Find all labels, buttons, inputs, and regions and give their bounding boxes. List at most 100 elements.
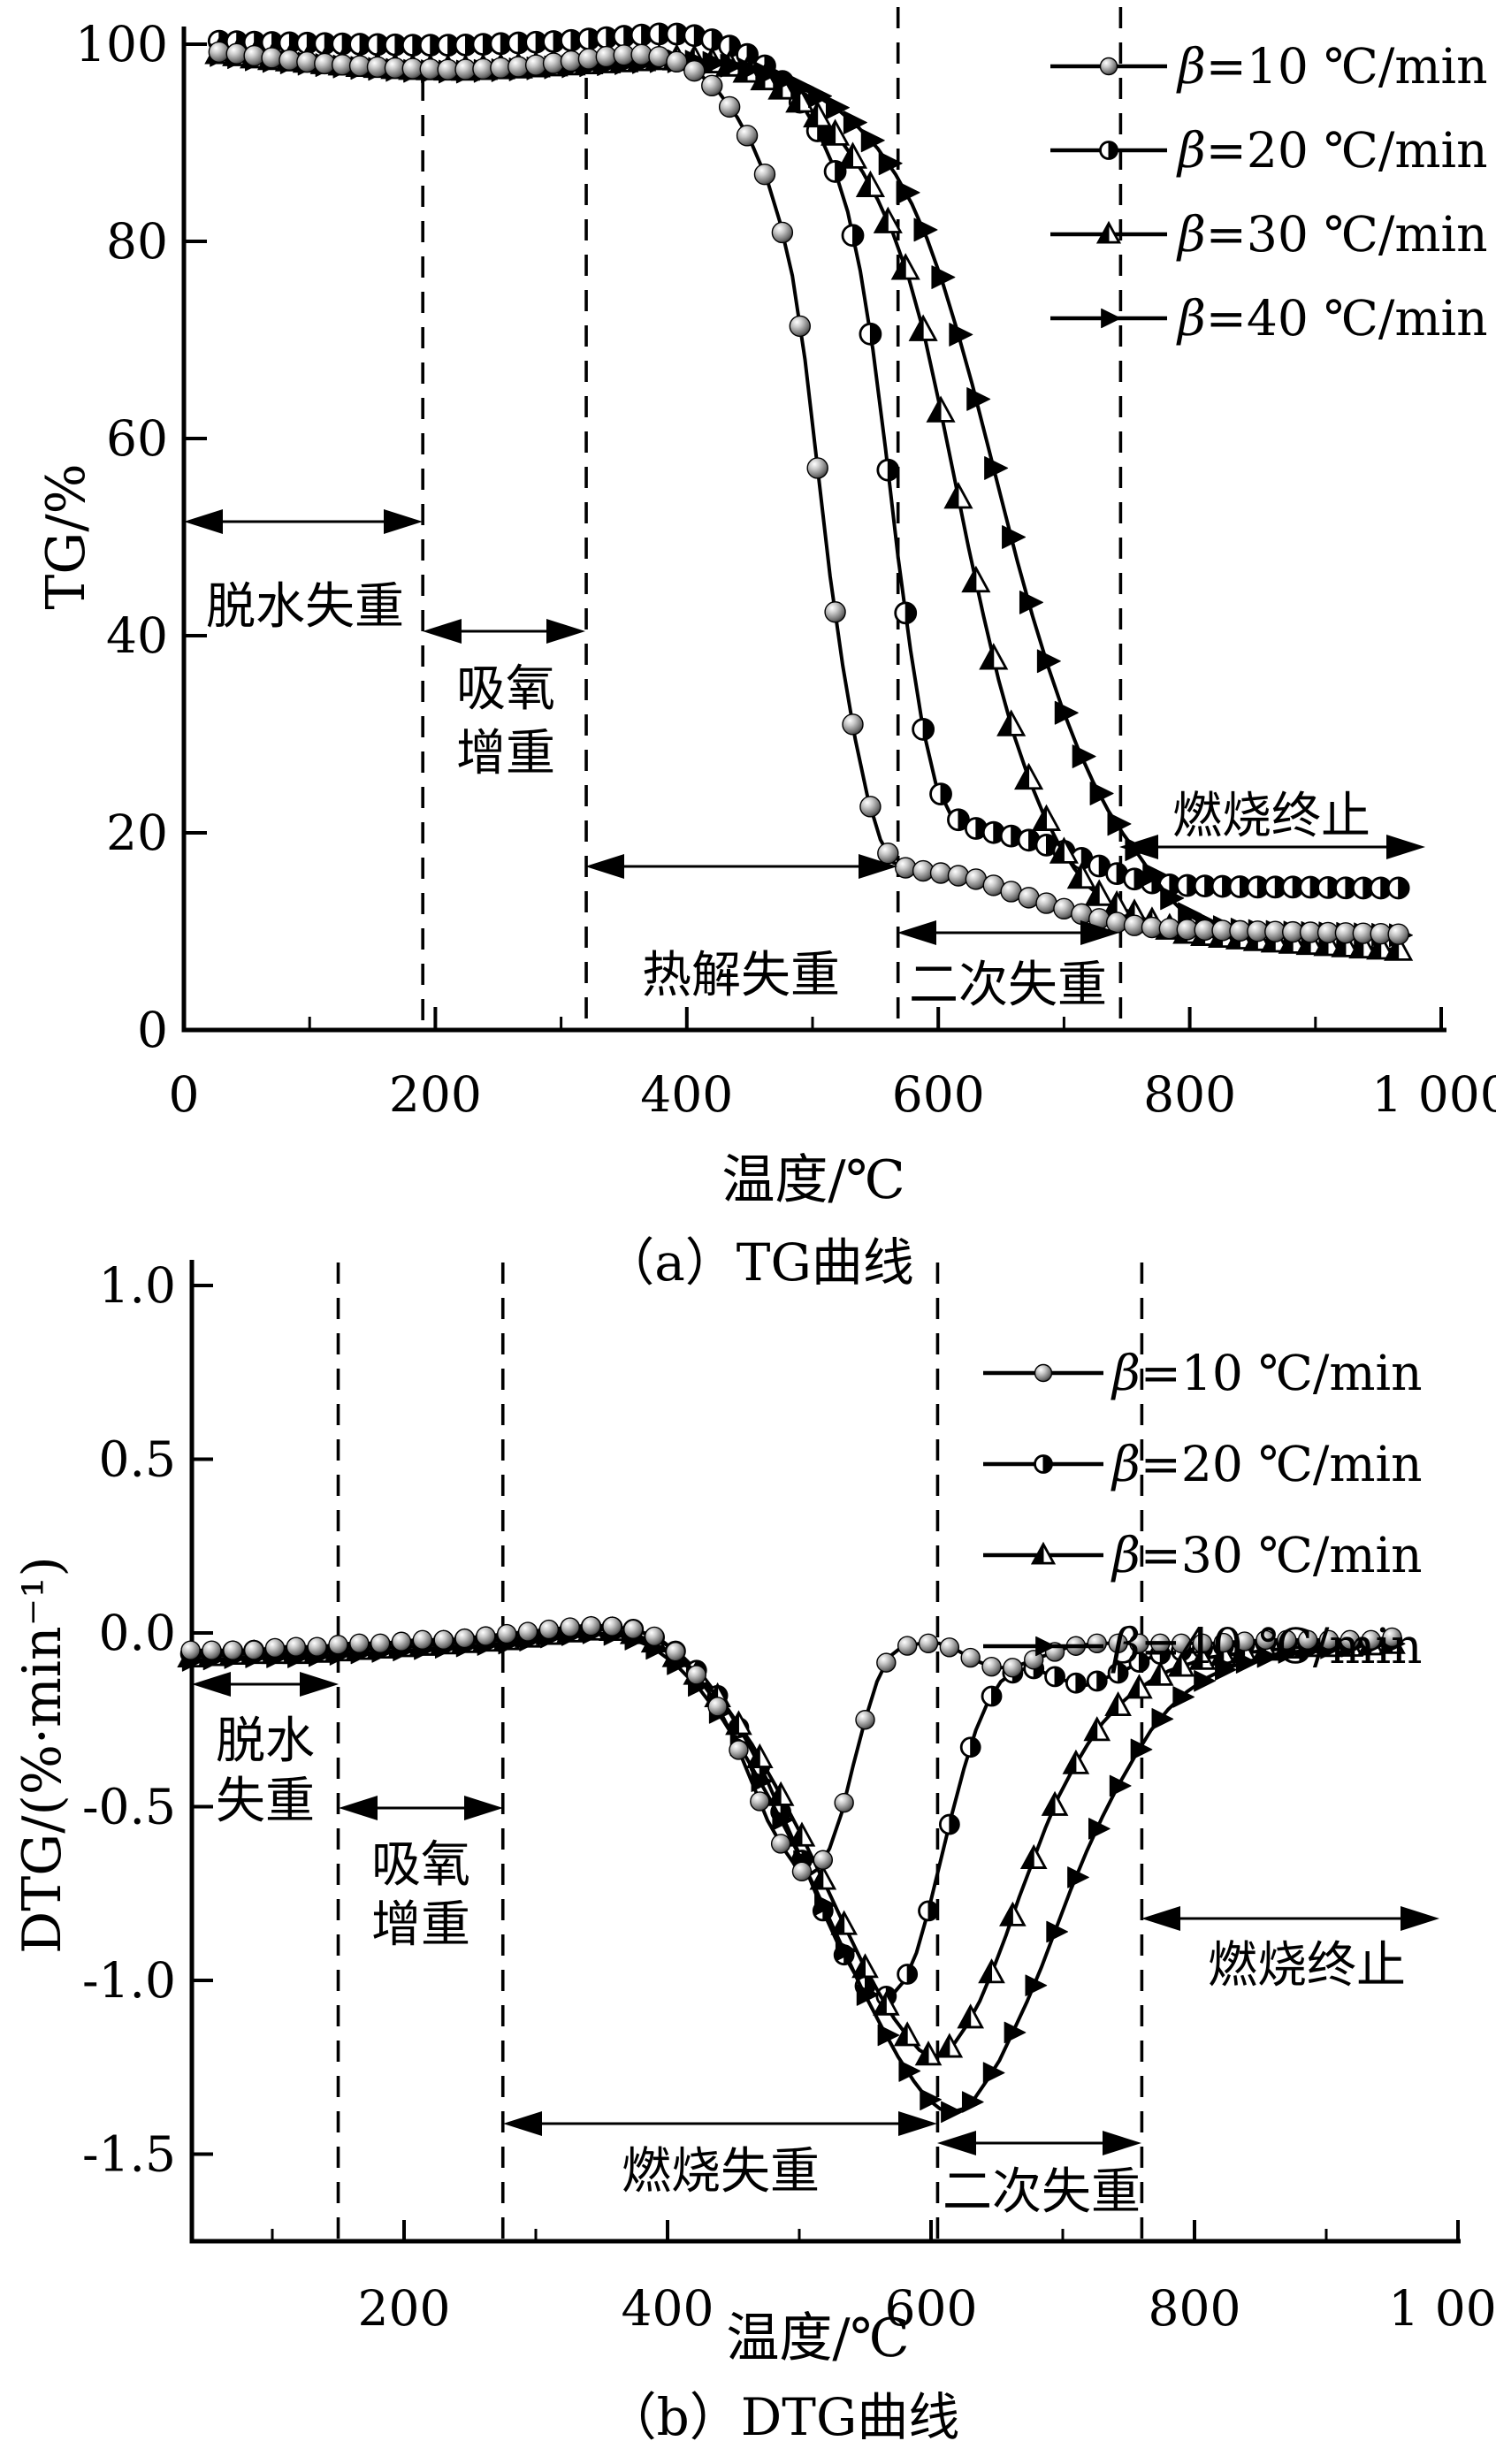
- beta-symbol: β: [1176, 206, 1206, 263]
- tg-xtick-label: 1 000: [1371, 1066, 1496, 1123]
- tg-legend-item-1: β=10 ℃/min: [1050, 38, 1488, 95]
- tg-beta20-point: [507, 31, 530, 55]
- dtg-yaxis-title: DTG/(%·min⁻¹): [11, 1556, 73, 1954]
- dtg-legend-item-2: β=20 ℃/min: [983, 1436, 1423, 1492]
- half-circle-fill: [906, 1964, 918, 1985]
- dtg-beta10-point: [897, 1636, 918, 1656]
- half-triangle-fill: [1349, 934, 1364, 958]
- dtg-beta10-point: [538, 1619, 560, 1640]
- half-circle-fill: [887, 459, 899, 481]
- dtg-chart: 1.0 0.5 0.0 -0.5 -1.0 -1.5 200 400 600 800 1 000 温度…: [11, 1257, 1496, 2447]
- tg-ytick-label: 60: [106, 410, 168, 467]
- dtg-beta10-point: [686, 1665, 706, 1685]
- dtg-beta10-point: [750, 1791, 770, 1812]
- sphere-icon: [560, 1617, 580, 1637]
- triangle-right-icon: [1101, 308, 1121, 329]
- legend-half-triangle-icon: [1095, 220, 1122, 244]
- sphere-icon: [286, 1636, 307, 1657]
- dtg-beta10-point: [813, 1850, 834, 1870]
- dtg-beta40-point: [898, 2060, 921, 2082]
- sphere-icon: [581, 1615, 601, 1636]
- tg-beta10-point: [789, 315, 811, 338]
- dtg-beta10-point: [918, 1633, 939, 1653]
- legend-half-circle-icon: [1099, 141, 1118, 160]
- tg-beta10-point: [701, 74, 723, 97]
- legend-label-rest: =40 ℃/min: [1206, 290, 1488, 347]
- arrow-head-left: [503, 2111, 542, 2136]
- dtg-beta10-point: [1361, 1629, 1381, 1651]
- dtg-beta10-point: [602, 1616, 622, 1636]
- half-triangle-fill: [1105, 1693, 1119, 1716]
- dtg-beta40-point: [961, 2091, 984, 2113]
- half-triangle-fill: [997, 712, 1012, 736]
- half-circle-fill: [904, 602, 917, 624]
- tg-annotation-pyrolysis-loss: 热解失重: [585, 854, 897, 1004]
- arrow-head-right: [1386, 835, 1425, 859]
- sphere-icon: [391, 1631, 412, 1652]
- triangle-right-icon: [1130, 1738, 1153, 1761]
- half-circle-fill: [869, 323, 882, 345]
- beta-symbol: β: [1176, 290, 1206, 347]
- sphere-icon: [981, 1656, 1002, 1677]
- dtg-beta20-point: [938, 1813, 960, 1835]
- dtg-beta30-point: [830, 1910, 858, 1935]
- legend-label: β=40 ℃/min: [1111, 1618, 1423, 1674]
- dtg-beta10-point: [981, 1656, 1002, 1677]
- half-circle-fill: [970, 1737, 981, 1758]
- dtg-beta30-point: [1146, 1660, 1174, 1686]
- dtg-ytick-label: -0.5: [82, 1779, 176, 1835]
- tg-annotation-combustion-end: 燃烧终止: [1119, 788, 1425, 859]
- triangle-right-icon: [913, 217, 938, 242]
- tg-beta10-point: [771, 221, 794, 244]
- triangle-right-icon: [1072, 744, 1096, 768]
- sphere-icon: [960, 1647, 981, 1668]
- half-triangle-fill: [958, 2005, 972, 2028]
- dtg-annotation-text: 二次失重: [943, 2163, 1141, 2221]
- dtg-beta40-point: [856, 1984, 879, 2006]
- dtg-beta30-point: [1083, 1716, 1111, 1742]
- tg-beta40-point: [720, 53, 744, 78]
- dtg-beta10-point: [1256, 1629, 1276, 1651]
- dtg-beta10-point: [454, 1628, 475, 1649]
- triangle-right-icon: [984, 456, 1009, 480]
- sphere-icon: [1256, 1629, 1276, 1651]
- triangle-right-icon: [931, 265, 956, 289]
- dtg-beta10-point: [1108, 1633, 1128, 1653]
- tg-beta40-point: [1072, 744, 1096, 768]
- sphere-icon: [1099, 57, 1118, 76]
- dtg-beta40-point: [1046, 1920, 1069, 1943]
- tg-beta30-point: [837, 141, 868, 169]
- triangle-right-icon: [1036, 649, 1061, 674]
- half-triangle-fill: [1021, 1846, 1034, 1869]
- arrow-head-left: [585, 854, 624, 879]
- sphere-icon: [454, 1628, 475, 1649]
- dtg-beta10-point: [1192, 1633, 1213, 1653]
- dtg-beta10-point: [391, 1631, 412, 1652]
- dtg-beta40-point: [1004, 2021, 1027, 2044]
- half-triangle-fill: [892, 255, 906, 279]
- dtg-beta10-point: [1003, 1658, 1023, 1678]
- sphere-icon: [1150, 1633, 1171, 1653]
- dtg-beta40-point: [920, 2088, 943, 2111]
- dtg-beta30-point: [914, 2041, 943, 2066]
- sphere-icon: [1003, 1658, 1023, 1678]
- half-triangle-fill: [937, 2035, 950, 2057]
- legend-triangle-right-icon: [1101, 308, 1121, 329]
- triangle-right-icon: [877, 2024, 900, 2047]
- tg-beta40-point: [1142, 862, 1167, 887]
- half-triangle-fill: [1032, 1544, 1044, 1564]
- triangle-right-icon: [1256, 1645, 1279, 1668]
- tg-beta30-point: [926, 395, 956, 423]
- triangle-right-icon: [1046, 1920, 1069, 1943]
- dtg-beta10-point: [729, 1740, 749, 1760]
- tg-beta10-point: [1105, 912, 1128, 934]
- triangle-right-icon: [1172, 1686, 1195, 1708]
- triangle-right-icon: [1235, 1652, 1258, 1674]
- tg-legend-item-2: β=20 ℃/min: [1050, 122, 1488, 179]
- arrow-head-right: [859, 854, 897, 879]
- tg-ytick-label: 0: [137, 1002, 168, 1058]
- sphere-icon: [771, 221, 794, 244]
- dtg-beta20-point: [959, 1736, 981, 1758]
